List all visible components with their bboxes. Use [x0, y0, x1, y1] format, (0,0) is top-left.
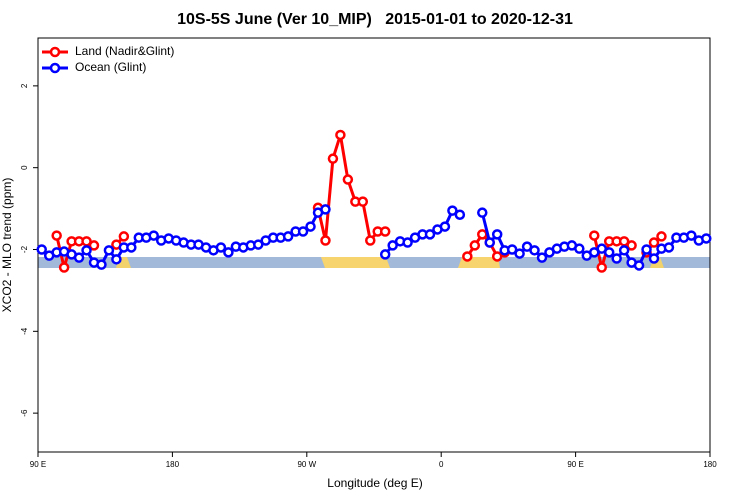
point	[506, 244, 518, 255]
point	[379, 249, 391, 260]
point	[81, 245, 92, 256]
point	[611, 253, 622, 264]
point	[477, 229, 488, 240]
point	[402, 237, 413, 248]
series	[51, 129, 667, 273]
point	[215, 242, 227, 253]
point	[320, 204, 331, 215]
point	[305, 221, 316, 232]
point	[96, 259, 107, 270]
point	[282, 231, 294, 242]
point	[514, 248, 525, 259]
point	[387, 240, 398, 251]
point	[641, 244, 652, 255]
x-tick-label: 0	[439, 460, 444, 469]
point	[365, 235, 376, 246]
point	[648, 237, 660, 248]
point	[357, 196, 369, 207]
point	[491, 229, 503, 240]
point	[424, 229, 436, 240]
point	[73, 252, 85, 263]
point	[126, 242, 137, 253]
point	[618, 245, 630, 256]
point	[603, 247, 615, 258]
land-strip	[321, 257, 390, 268]
y-tick-label: 0	[20, 165, 29, 170]
point	[589, 230, 600, 241]
point	[223, 247, 234, 258]
x-tick-label: 180	[703, 460, 717, 469]
point	[327, 153, 339, 164]
x-tick-label: 180	[166, 460, 180, 469]
point	[491, 251, 503, 262]
legend-label: Land (Nadir&Glint)	[75, 44, 174, 58]
point	[335, 129, 346, 141]
point	[574, 243, 585, 254]
point	[462, 251, 473, 262]
point	[633, 260, 645, 271]
y-tick-label: -4	[20, 327, 29, 335]
point	[536, 252, 548, 263]
legend-marker	[49, 46, 61, 58]
legend: Land (Nadir&Glint) Ocean (Glint)	[42, 44, 174, 74]
point	[454, 209, 466, 220]
point	[148, 230, 159, 241]
point	[342, 174, 354, 185]
point	[36, 244, 47, 255]
point	[477, 207, 488, 218]
point	[51, 230, 62, 241]
point	[320, 235, 331, 246]
point	[379, 226, 391, 237]
y-tick-label: -6	[20, 409, 29, 417]
point	[469, 240, 481, 251]
x-axis-label: Longitude (deg E)	[327, 476, 422, 490]
y-axis-label: XCO2 - MLO trend (ppm)	[0, 178, 14, 313]
point	[439, 221, 451, 232]
point	[118, 231, 130, 242]
x-tick-label: 90 E	[30, 460, 46, 469]
legend-marker	[49, 62, 61, 74]
x-tick-label: 90 E	[567, 460, 583, 469]
point	[297, 226, 309, 237]
point	[484, 237, 495, 248]
plot-frame	[37, 37, 711, 453]
point	[626, 240, 637, 251]
point	[701, 233, 712, 244]
point	[656, 231, 667, 242]
point	[663, 242, 675, 253]
point	[529, 245, 540, 256]
point	[648, 253, 660, 264]
land-mask	[38, 257, 710, 268]
legend-label: Ocean (Glint)	[75, 60, 146, 74]
y-tick-label: 2	[20, 83, 29, 88]
point	[253, 239, 264, 250]
point	[686, 230, 697, 241]
point	[596, 262, 607, 273]
series	[36, 204, 712, 271]
x-tick-label: 90 W	[297, 460, 316, 469]
y-tick-label: -2	[20, 245, 29, 253]
chart-title: 10S-5S June (Ver 10_MIP) 2015-01-01 to 2…	[177, 11, 573, 28]
point	[88, 240, 100, 251]
point	[58, 262, 70, 273]
point	[447, 205, 458, 216]
point	[103, 245, 115, 256]
point	[111, 254, 122, 265]
